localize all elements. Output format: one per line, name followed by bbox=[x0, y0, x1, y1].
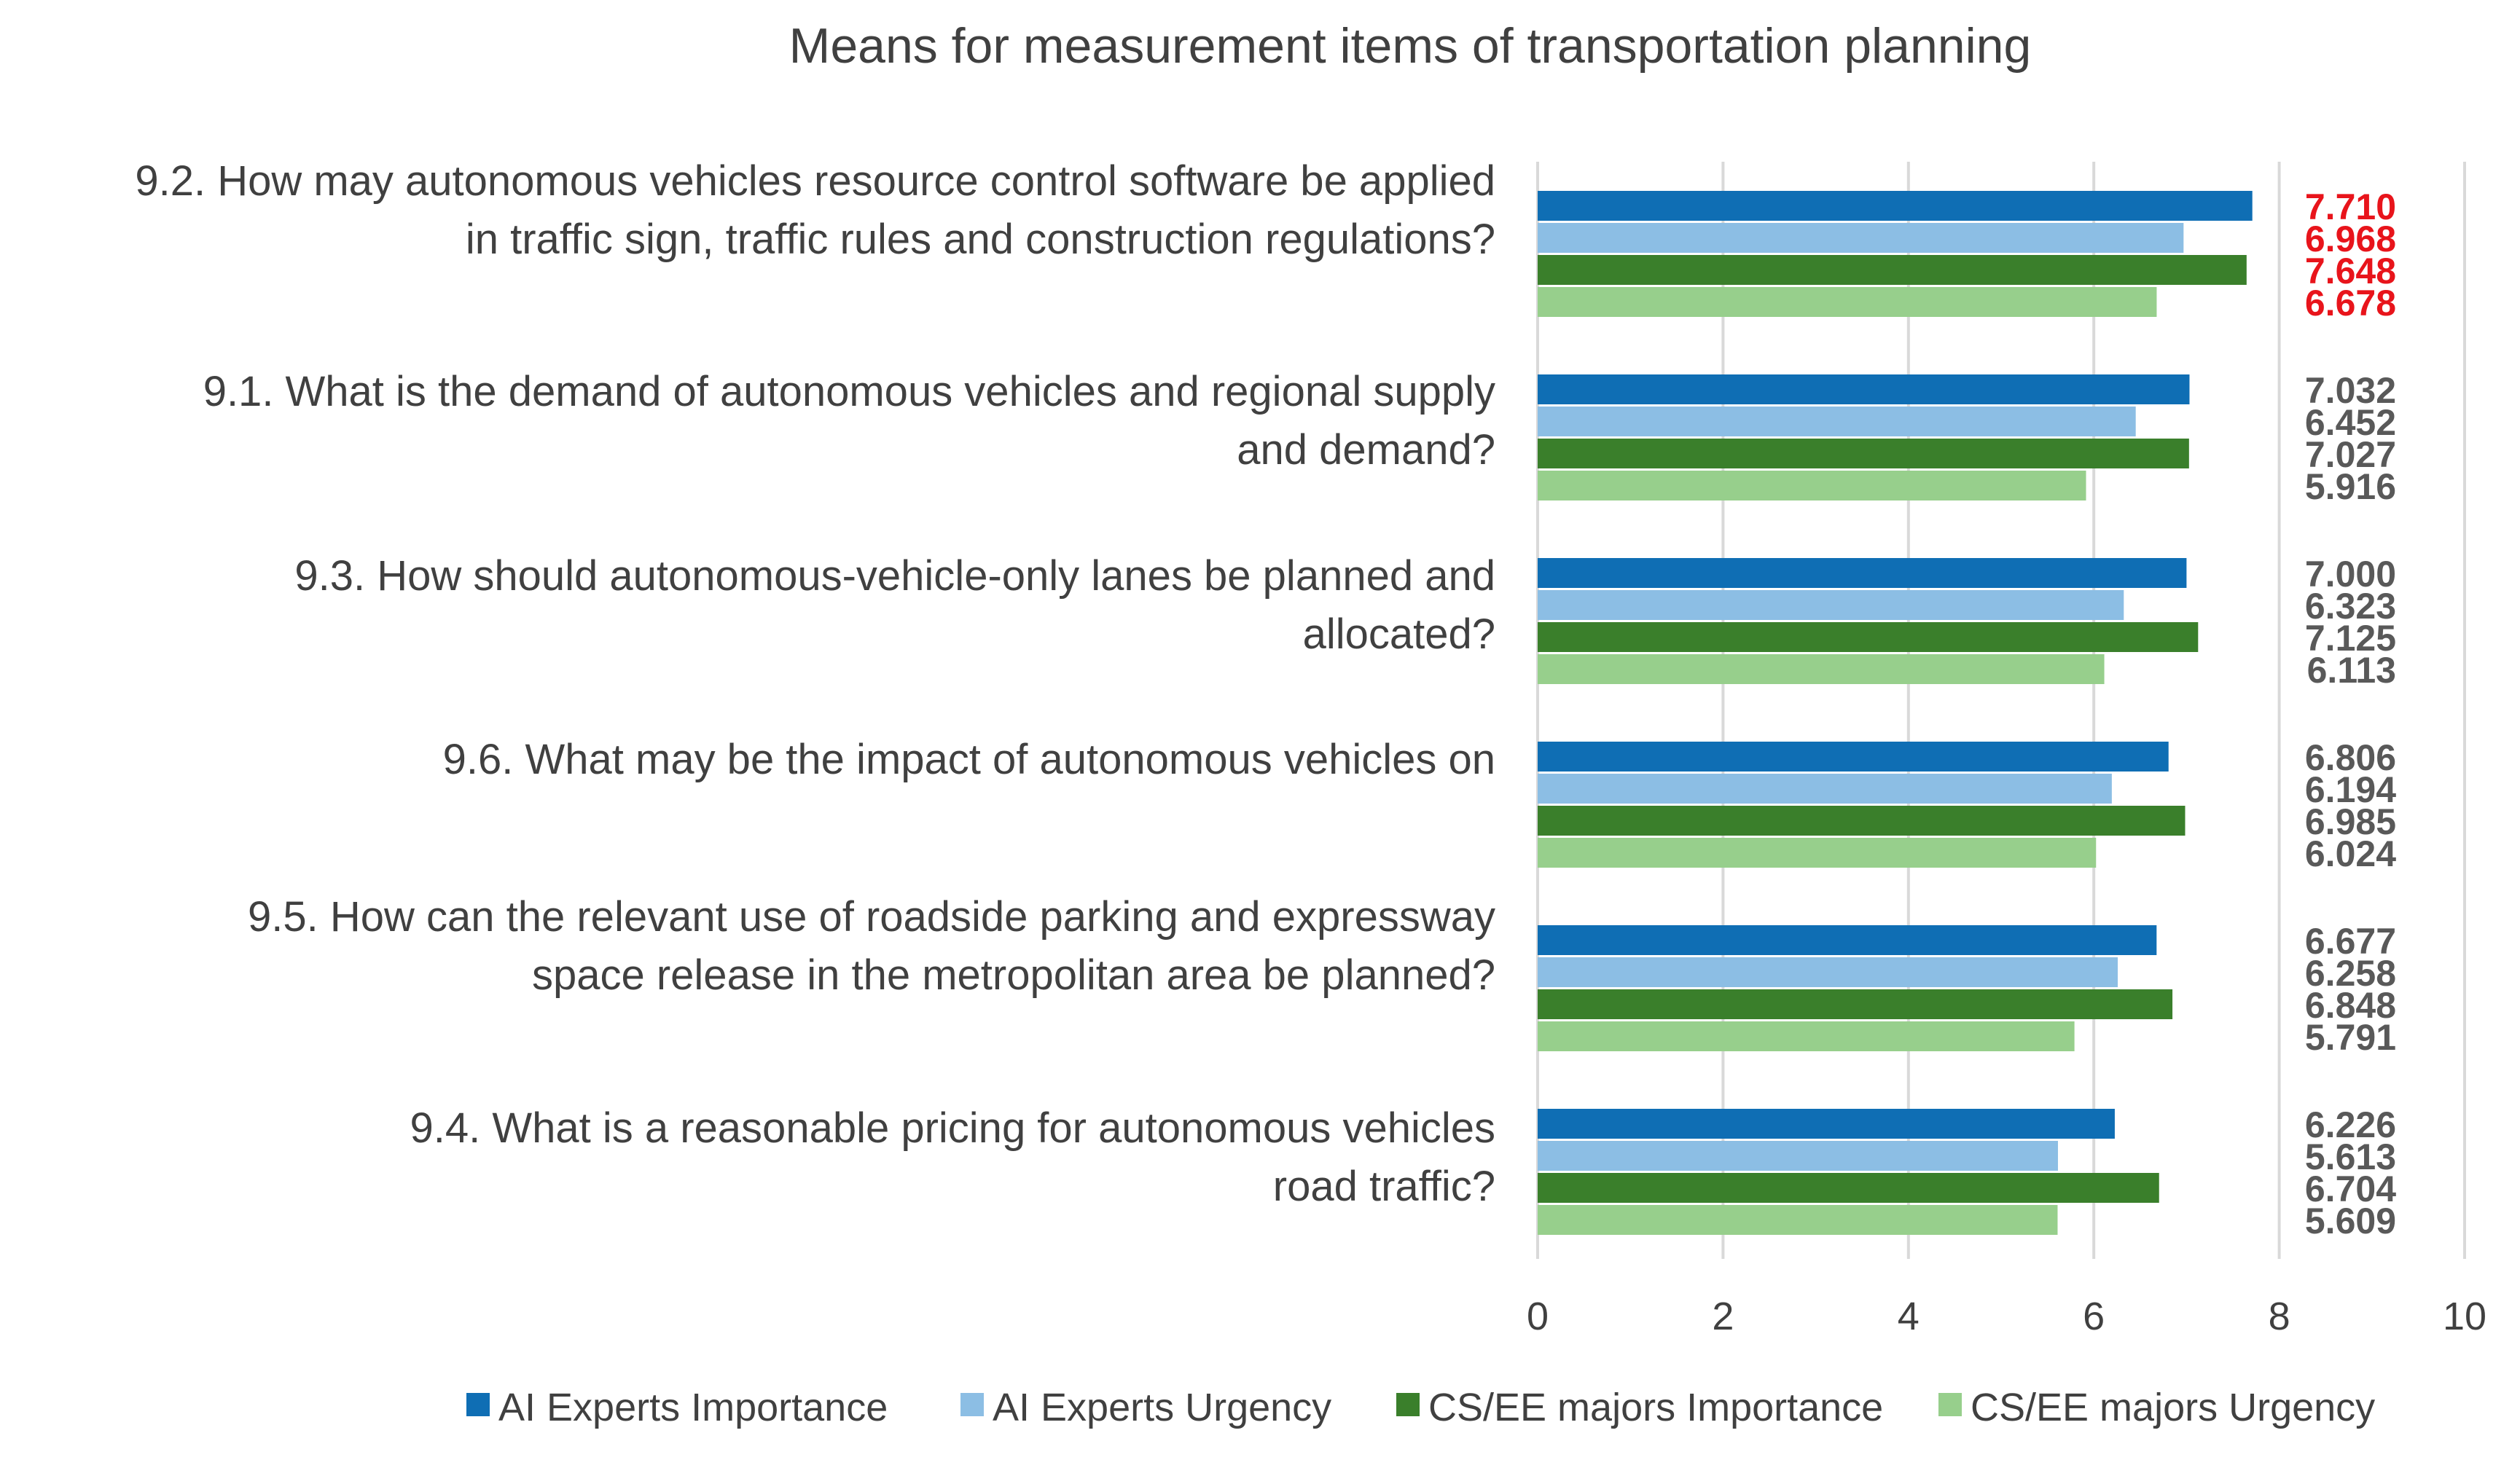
legend-swatch bbox=[960, 1393, 984, 1416]
category-label: space release in the metropolitan area b… bbox=[532, 951, 1495, 999]
data-label: 6.452 bbox=[2305, 402, 2396, 443]
category-label: in traffic sign, traffic rules and const… bbox=[466, 216, 1495, 263]
data-label: 7.032 bbox=[2305, 370, 2396, 411]
data-label: 6.968 bbox=[2305, 219, 2396, 259]
bar bbox=[1538, 838, 2097, 868]
bar bbox=[1538, 471, 2086, 500]
data-label: 7.027 bbox=[2305, 434, 2396, 475]
bar bbox=[1538, 590, 2124, 620]
legend-swatch bbox=[1938, 1393, 1962, 1416]
bar bbox=[1538, 1205, 2058, 1235]
x-tick-label: 0 bbox=[1527, 1295, 1549, 1338]
category-label: road traffic? bbox=[1273, 1163, 1495, 1210]
category-label: 9.6. What may be the impact of autonomou… bbox=[443, 736, 1495, 783]
bar bbox=[1538, 742, 2169, 772]
data-label: 7.125 bbox=[2305, 618, 2396, 659]
chart-title: Means for measurement items of transport… bbox=[789, 18, 2032, 74]
legend-label: AI Experts Urgency bbox=[993, 1386, 1331, 1429]
bar bbox=[1538, 1141, 2058, 1171]
data-label: 6.323 bbox=[2305, 586, 2396, 627]
bar bbox=[1538, 622, 2199, 652]
x-tick-label: 8 bbox=[2269, 1295, 2290, 1338]
data-label: 7.000 bbox=[2305, 554, 2396, 594]
legend-label: AI Experts Importance bbox=[498, 1386, 888, 1429]
bar bbox=[1538, 287, 2157, 317]
x-tick-label: 4 bbox=[1898, 1295, 1920, 1338]
category-label: 9.3. How should autonomous-vehicle-only … bbox=[294, 552, 1495, 600]
bar bbox=[1538, 374, 2190, 404]
category-label: allocated? bbox=[1303, 611, 1495, 658]
category-labels: 9.2. How may autonomous vehicles resourc… bbox=[135, 157, 1495, 1210]
x-tick-label: 6 bbox=[2083, 1295, 2105, 1338]
bar bbox=[1538, 957, 2118, 987]
data-label: 6.113 bbox=[2307, 650, 2396, 691]
bar bbox=[1538, 223, 2184, 253]
data-label: 6.226 bbox=[2305, 1104, 2396, 1145]
legend: AI Experts Importance AI Experts Urgency C… bbox=[466, 1386, 2375, 1429]
legend-swatch bbox=[1396, 1393, 1420, 1416]
bar bbox=[1538, 925, 2157, 955]
bar bbox=[1538, 255, 2247, 285]
legend-label: CS/EE majors Importance bbox=[1428, 1386, 1883, 1429]
bar bbox=[1538, 407, 2136, 436]
category-label: and demand? bbox=[1237, 426, 1495, 474]
bar bbox=[1538, 806, 2186, 836]
category-label: 9.2. How may autonomous vehicles resourc… bbox=[135, 157, 1495, 205]
data-label: 7.710 bbox=[2305, 187, 2396, 227]
data-label: 6.194 bbox=[2305, 769, 2396, 810]
data-label: 5.916 bbox=[2305, 466, 2396, 507]
data-label: 6.806 bbox=[2305, 737, 2396, 778]
legend-swatch bbox=[466, 1393, 490, 1416]
data-label: 6.985 bbox=[2305, 801, 2396, 842]
data-label: 7.648 bbox=[2305, 251, 2396, 291]
bar bbox=[1538, 774, 2112, 804]
bar bbox=[1538, 439, 2189, 468]
data-label: 6.258 bbox=[2305, 953, 2396, 994]
bar bbox=[1538, 654, 2105, 684]
legend-label: CS/EE majors Urgency bbox=[1971, 1386, 2375, 1429]
data-label: 5.791 bbox=[2305, 1017, 2396, 1058]
bar bbox=[1538, 989, 2173, 1019]
bar bbox=[1538, 1173, 2159, 1203]
bar bbox=[1538, 558, 2187, 588]
x-tick-label: 2 bbox=[1712, 1295, 1734, 1338]
data-label: 6.848 bbox=[2305, 985, 2396, 1026]
category-label: 9.5. How can the relevant use of roadsid… bbox=[248, 893, 1495, 941]
gridlines bbox=[1536, 162, 2466, 1259]
x-axis-ticks: 0 2 4 6 8 10 bbox=[1527, 1295, 2486, 1338]
bar bbox=[1538, 1109, 2115, 1139]
category-label: 9.1. What is the demand of autonomous ve… bbox=[203, 368, 1495, 415]
bars bbox=[1538, 191, 2253, 1235]
data-label: 5.609 bbox=[2305, 1201, 2396, 1241]
data-label: 5.613 bbox=[2305, 1136, 2396, 1177]
x-tick-label: 10 bbox=[2443, 1295, 2486, 1338]
data-label: 6.704 bbox=[2305, 1169, 2396, 1209]
data-label: 6.024 bbox=[2305, 833, 2396, 874]
data-label: 6.678 bbox=[2305, 283, 2396, 323]
bar bbox=[1538, 191, 2253, 221]
category-label: 9.4. What is a reasonable pricing for au… bbox=[410, 1104, 1495, 1152]
bar bbox=[1538, 1021, 2075, 1051]
data-label: 6.677 bbox=[2305, 921, 2396, 962]
